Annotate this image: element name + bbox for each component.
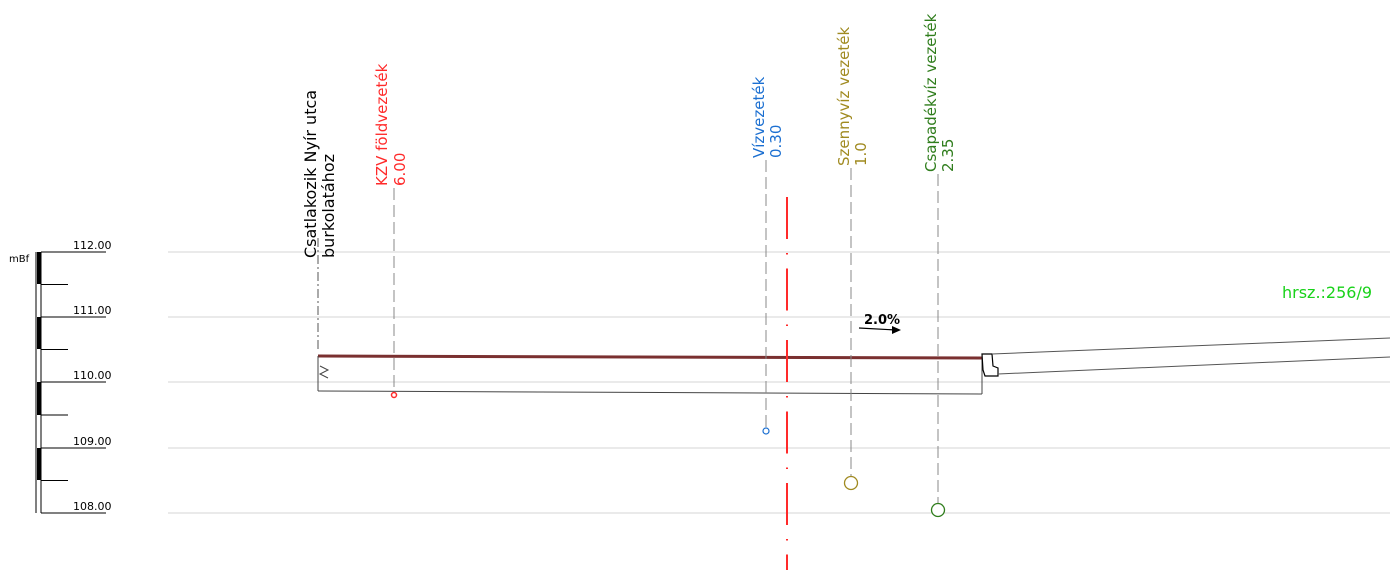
terrain-line-upper [991,337,1390,355]
sewer-label: Szennyvíz vezeték [835,26,853,166]
elevation-scale: mBf 112.00 111.00 110.00 109.00 108.00 [9,239,112,514]
scale-band-1 [37,252,41,284]
water-label: Vízvezeték [750,76,768,158]
water-pipe-annotation: Vízvezeték 0.30 [750,76,785,435]
storm-pipe-annotation: Csapadékvíz vezeték 2.35 [922,13,957,518]
pavement-surface-line [317,354,983,360]
connection-label-line2: burkolatához [319,154,338,258]
terrain-line-lower [997,356,1390,375]
storm-depth-value: 2.35 [939,139,957,172]
scale-level-label: 111.00 [73,304,112,317]
connection-label-line1: Csatlakozik Nyír utca [301,90,320,258]
sewer-depth-value: 1.0 [852,142,870,166]
scale-level-label: 109.00 [73,435,112,448]
scale-level-label: 112.00 [73,239,112,252]
level-gridlines [168,251,1390,514]
scale-level-label: 108.00 [73,500,112,513]
water-pipe-marker [762,427,770,435]
joint-symbol [318,365,330,379]
pavement-section [317,337,1390,395]
kzv-cable-marker [390,391,398,399]
kzv-cable-annotation: KZV földvezeték 6.00 [373,63,409,399]
scale-band-4 [37,448,41,480]
slope-arrow-shaft [858,327,897,331]
slope-annotation: 2.0% [858,313,901,334]
sewer-pipe-marker [843,475,859,491]
connection-annotation: Csatlakozik Nyír utca burkolatához [301,90,338,352]
scale-band-3 [37,382,41,415]
sewer-pipe-annotation: Szennyvíz vezeték 1.0 [835,26,870,491]
water-depth-value: 0.30 [767,125,785,158]
scale-band-2 [37,317,41,349]
storm-label: Csapadékvíz vezeték [922,13,940,172]
slope-arrow-head [892,326,901,334]
kzv-label: KZV földvezeték [373,63,391,186]
pavement-base-line [317,390,983,395]
storm-pipe-marker [930,502,946,518]
scale-level-label: 110.00 [73,369,112,382]
curb [981,353,999,377]
kzv-depth-value: 6.00 [391,153,409,186]
parcel-label: hrsz.:256/9 [1282,283,1372,302]
scale-unit-label: mBf [9,254,30,265]
slope-label: 2.0% [864,313,900,328]
